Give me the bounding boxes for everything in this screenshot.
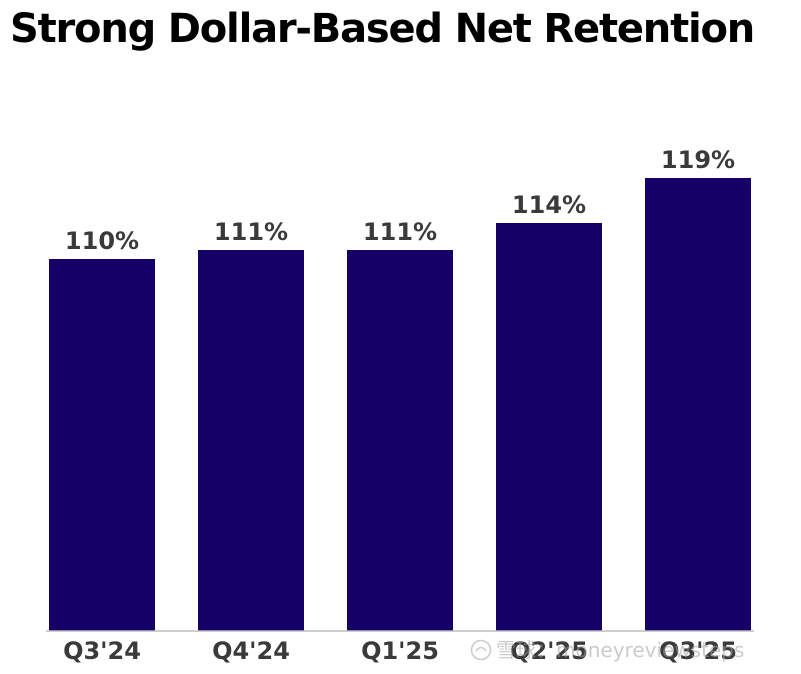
- bar-q225: [496, 223, 602, 631]
- watermark: 雪球：moneyreviewsteps: [470, 634, 744, 663]
- value-label: 114%: [512, 191, 586, 219]
- value-label: 111%: [214, 218, 288, 246]
- x-tick-label: Q1'25: [361, 637, 439, 665]
- value-label: 119%: [661, 146, 735, 174]
- value-label: 110%: [65, 227, 139, 255]
- chart-title: Strong Dollar-Based Net Retention: [10, 6, 755, 52]
- x-tick-labels-layer: Q3'24 Q4'24 Q1'25 Q2'25 Q3'25: [63, 637, 737, 665]
- value-labels-layer: 110% 111% 111% 114% 119%: [65, 146, 735, 255]
- x-tick-label: Q3'25: [659, 637, 737, 665]
- x-tick-label: Q3'24: [63, 637, 141, 665]
- bar-q125: [347, 250, 453, 631]
- watermark-text: 雪球：moneyreviewsteps: [496, 638, 745, 662]
- value-label: 111%: [363, 218, 437, 246]
- bars-layer: [49, 178, 751, 631]
- bar-q324: [49, 259, 155, 631]
- bar-q424: [198, 250, 304, 631]
- x-tick-label: Q4'24: [212, 637, 290, 665]
- x-tick-label: Q2'25: [510, 637, 588, 665]
- snowball-logo-icon: [470, 639, 492, 661]
- bar-q325: [645, 178, 751, 631]
